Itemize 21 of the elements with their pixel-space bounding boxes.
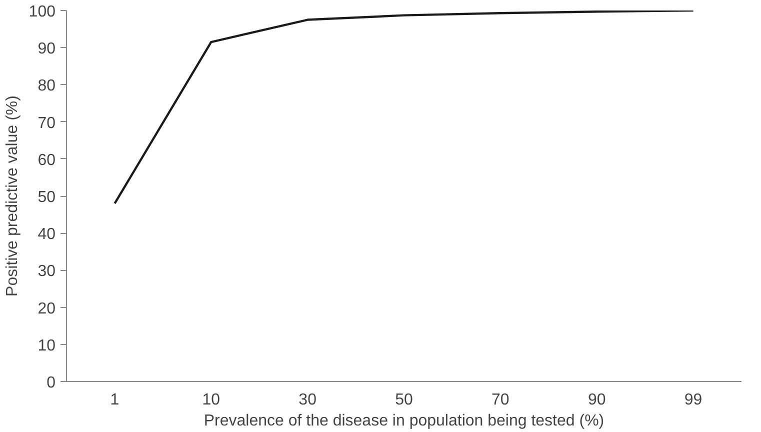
x-axis-title: Prevalence of the disease in population being tested (%) [204, 412, 604, 430]
y-tick-label: 80 [38, 78, 56, 95]
y-tick-label: 20 [38, 300, 56, 318]
x-tick-label: 10 [202, 392, 220, 408]
y-axis-title: Positive predictive value (%) [4, 96, 21, 296]
y-tick-label: 10 [38, 337, 56, 354]
y-tick-label: 50 [38, 189, 56, 206]
y-tick-label: 30 [38, 263, 56, 280]
y-tick-label: 40 [38, 226, 56, 244]
x-tick-label: 99 [684, 392, 702, 408]
line-series [114, 10, 694, 205]
x-tick-label: 30 [298, 392, 317, 408]
y-tick-label: 100 [28, 4, 56, 20]
y-tick-label: 90 [38, 40, 56, 58]
y-tick-label: 0 [46, 374, 56, 392]
y-tick-label: 60 [38, 152, 56, 169]
x-tick-label: 70 [492, 392, 510, 408]
x-tick-label: 1 [110, 392, 120, 408]
x-tick-label: 50 [395, 392, 413, 408]
x-tick-label: 90 [588, 392, 606, 408]
y-tick-label: 70 [38, 114, 56, 132]
